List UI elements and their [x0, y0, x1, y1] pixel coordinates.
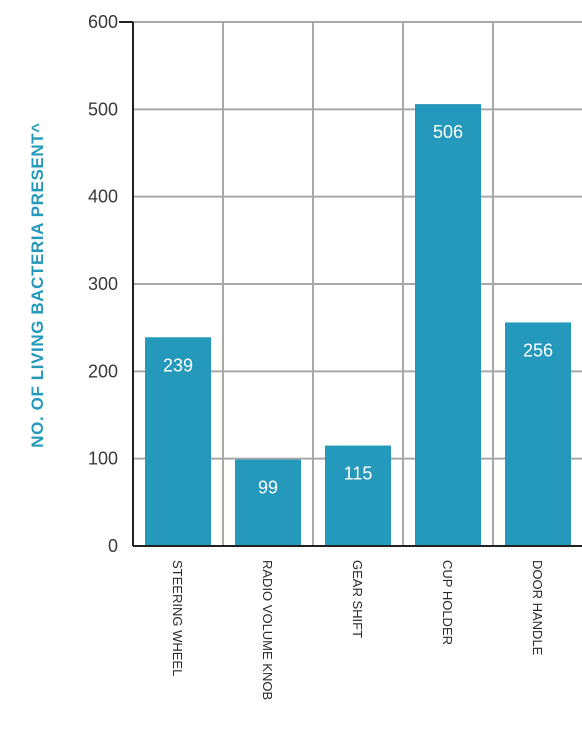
bar	[505, 322, 571, 546]
bar-value-label: 115	[344, 464, 373, 484]
y-tick-label: 100	[88, 449, 118, 469]
bars: 239 99 115 506 256	[145, 104, 571, 547]
bar-value-label: 506	[433, 122, 463, 142]
y-tick-label: 400	[88, 187, 118, 207]
y-tick-label: 0	[108, 536, 118, 556]
x-tick-label: DOOR HANDLE	[530, 560, 545, 656]
bar-value-label: 239	[163, 355, 193, 375]
y-tick-label: 500	[88, 99, 118, 119]
bar	[145, 337, 211, 546]
axes	[119, 21, 582, 547]
bar-value-label: 256	[523, 340, 553, 360]
x-tick-label: GEAR SHIFT	[350, 560, 365, 638]
y-tick-label: 300	[88, 274, 118, 294]
bar	[415, 104, 481, 547]
bar-value-label: 99	[258, 478, 278, 498]
y-tick-label: 600	[88, 12, 118, 32]
x-tick-label: CUP HOLDER	[440, 560, 455, 645]
bar	[235, 459, 301, 546]
x-tick-label: RADIO VOLUME KNOB	[260, 560, 275, 700]
bar	[325, 445, 391, 546]
x-axis-labels: STEERING WHEEL RADIO VOLUME KNOB GEAR SHIF…	[170, 560, 545, 700]
y-axis-ticks: 0 100 200 300 400 500 600	[88, 12, 118, 556]
y-tick-label: 200	[88, 361, 118, 381]
y-axis-label: NO. OF LIVING BACTERIA PRESENT^	[28, 122, 47, 447]
x-tick-label: STEERING WHEEL	[170, 560, 185, 676]
